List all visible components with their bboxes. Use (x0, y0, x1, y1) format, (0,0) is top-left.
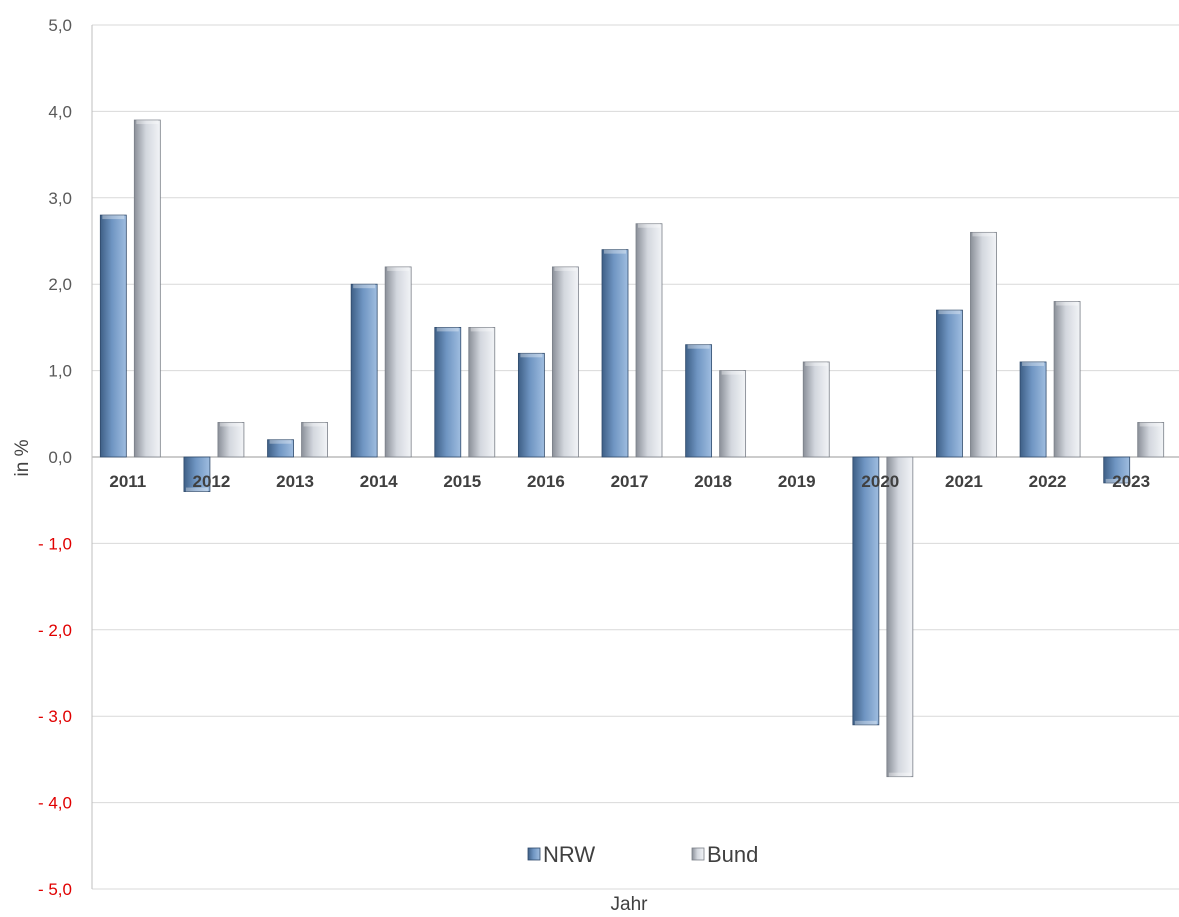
x-tick-label: 2019 (778, 472, 816, 491)
y-axis-title: in % (12, 439, 33, 476)
bar-bund-2021 (970, 231, 997, 458)
x-tick-label: 2023 (1112, 472, 1150, 491)
y-tick-label: 5,0 (48, 16, 72, 35)
bar-bevel (1022, 361, 1045, 366)
bar-bevel (554, 266, 577, 271)
x-tick-label: 2011 (109, 472, 146, 491)
x-tick-label: 2015 (443, 472, 481, 491)
bar-bevel (470, 327, 493, 332)
bar-bund-2020 (886, 456, 914, 778)
bar-bevel (436, 327, 459, 332)
bar-nrw-2023 (1103, 456, 1131, 484)
x-tick-label: 2020 (861, 472, 899, 491)
bar-nrw-2020 (852, 456, 880, 726)
legend-label-bund: Bund (707, 842, 758, 867)
x-tick-label: 2017 (611, 472, 649, 491)
bar-bund-2023 (1137, 422, 1165, 458)
legend: NRW Bund (527, 842, 758, 867)
bar-bevel (938, 310, 961, 315)
x-axis-categories: 2011 2012 2013 2014 2015 2016 2017 2018 2019 2020… (109, 472, 1150, 491)
bar-nrw-2017 (601, 249, 629, 458)
bar-bevel (1105, 478, 1128, 483)
bars (99, 119, 1165, 778)
bar-bevel (387, 266, 410, 271)
bar-bund-2011 (133, 119, 161, 458)
bar-bevel (136, 120, 159, 125)
bar-bevel (638, 223, 660, 228)
bar-bund-2019 (802, 361, 830, 458)
bar-bund-2018 (719, 370, 747, 458)
bar-bevel (604, 249, 626, 254)
bar-bund-2015 (468, 326, 496, 458)
bar-nrw-2013 (267, 439, 294, 458)
y-tick-label: - 4,0 (38, 794, 72, 813)
bar-nrw-2012 (183, 456, 211, 492)
bar-bund-2012 (217, 422, 245, 458)
bar-bevel (303, 422, 326, 427)
legend-swatch-bund (691, 847, 705, 861)
y-tick-label: - 1,0 (38, 534, 72, 553)
bar-bevel (353, 284, 376, 289)
gridlines (92, 24, 1179, 890)
y-tick-label: 2,0 (48, 275, 72, 294)
x-tick-label: 2014 (360, 472, 398, 491)
x-tick-label: 2012 (193, 472, 231, 491)
y-tick-label: 1,0 (48, 362, 72, 381)
bar-bevel (972, 232, 995, 237)
x-tick-label: 2013 (276, 472, 314, 491)
y-tick-label: - 5,0 (38, 880, 72, 899)
bar-bund-2013 (301, 422, 328, 458)
bar-nrw-2015 (434, 326, 462, 458)
bar-bund-2016 (551, 266, 579, 458)
bar-nrw-2011 (99, 214, 127, 458)
bar-bevel (1056, 301, 1079, 306)
bar-nrw-2021 (936, 309, 963, 458)
y-tick-label: 0,0 (48, 448, 72, 467)
bar-nrw-2022 (1019, 361, 1047, 458)
bar-bevel (269, 439, 292, 444)
bar-bevel (721, 370, 744, 375)
bar-nrw-2016 (517, 352, 545, 458)
x-tick-label: 2016 (527, 472, 565, 491)
x-tick-label: 2022 (1029, 472, 1067, 491)
bar-bevel (687, 344, 710, 349)
y-tick-label: - 3,0 (38, 707, 72, 726)
bar-bund-2022 (1053, 301, 1081, 458)
bar-bevel (888, 772, 911, 777)
bar-bevel (185, 487, 208, 492)
bar-bevel (854, 720, 877, 725)
y-tick-label: 4,0 (48, 102, 72, 121)
bar-nrw-2014 (350, 283, 378, 458)
y-axis-ticks: 5,0 4,0 3,0 2,0 1,0 0,0 - 1,0 - 2,0 - 3,0 - 4,0 - … (38, 16, 72, 899)
bar-bevel (102, 215, 125, 220)
y-tick-label: - 2,0 (38, 621, 72, 640)
x-tick-label: 2018 (694, 472, 732, 491)
x-tick-label: 2021 (945, 472, 983, 491)
bar-bevel (805, 361, 828, 366)
bar-bevel (520, 353, 543, 358)
y-tick-label: 3,0 (48, 189, 72, 208)
bar-bevel (219, 422, 242, 427)
x-axis-title: Jahr (611, 894, 649, 915)
legend-swatch-nrw (527, 847, 541, 861)
legend-label-nrw: NRW (543, 842, 595, 867)
bar-bevel (1139, 422, 1162, 427)
bar-bund-2014 (384, 266, 412, 458)
bar-bund-2017 (635, 223, 663, 458)
bar-nrw-2018 (685, 344, 713, 458)
